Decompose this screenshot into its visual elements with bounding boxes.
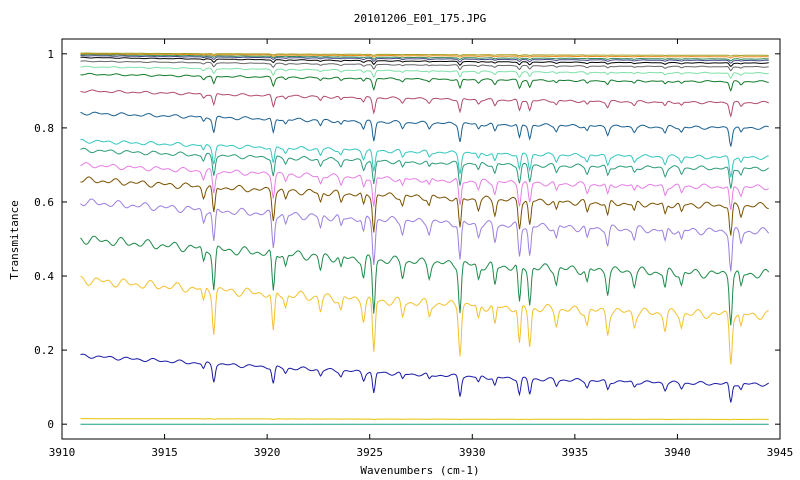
series-line bbox=[80, 198, 770, 272]
series-line bbox=[80, 65, 769, 80]
series-line bbox=[80, 53, 769, 59]
series-line bbox=[80, 56, 769, 68]
x-tick-label: 3910 bbox=[49, 446, 76, 459]
series-line bbox=[80, 235, 770, 326]
x-tick-label: 3935 bbox=[562, 446, 589, 459]
series-line bbox=[80, 60, 769, 72]
series-line bbox=[80, 275, 769, 365]
series-line bbox=[80, 72, 769, 92]
y-tick-label: 0 bbox=[47, 418, 54, 431]
y-tick-label: 1 bbox=[47, 48, 54, 61]
y-axis-label: Transmitance bbox=[8, 200, 21, 279]
x-tick-label: 3930 bbox=[459, 446, 486, 459]
series-line bbox=[80, 54, 769, 62]
series-line bbox=[80, 55, 769, 64]
x-tick-label: 3920 bbox=[254, 446, 281, 459]
series-line bbox=[80, 52, 769, 57]
series-line bbox=[80, 111, 769, 147]
series-line bbox=[80, 176, 769, 236]
y-tick-label: 0.8 bbox=[34, 122, 54, 135]
series-line bbox=[80, 89, 769, 118]
series-line bbox=[80, 353, 769, 403]
series-line bbox=[80, 418, 769, 421]
x-axis-label: Wavenumbers (cm-1) bbox=[360, 464, 479, 477]
chart-title: 20101206_E01_175.JPG bbox=[354, 12, 486, 25]
series-line bbox=[80, 147, 769, 189]
y-tick-label: 0.4 bbox=[34, 270, 54, 283]
x-axis: 3910 3915 3920 3925 3930 3935 3940 3945 bbox=[49, 39, 794, 459]
y-axis: 0 0.2 0.4 0.6 0.8 1 bbox=[34, 48, 780, 431]
plot-frame bbox=[61, 38, 781, 440]
x-tick-label: 3915 bbox=[151, 446, 178, 459]
series-lines bbox=[80, 52, 770, 425]
x-tick-label: 3925 bbox=[356, 446, 383, 459]
y-tick-label: 0.2 bbox=[34, 344, 54, 357]
x-tick-label: 3940 bbox=[664, 446, 691, 459]
y-tick-label: 0.6 bbox=[34, 196, 54, 209]
series-line bbox=[80, 162, 769, 210]
x-tick-label: 3945 bbox=[767, 446, 794, 459]
series-line bbox=[80, 138, 769, 178]
